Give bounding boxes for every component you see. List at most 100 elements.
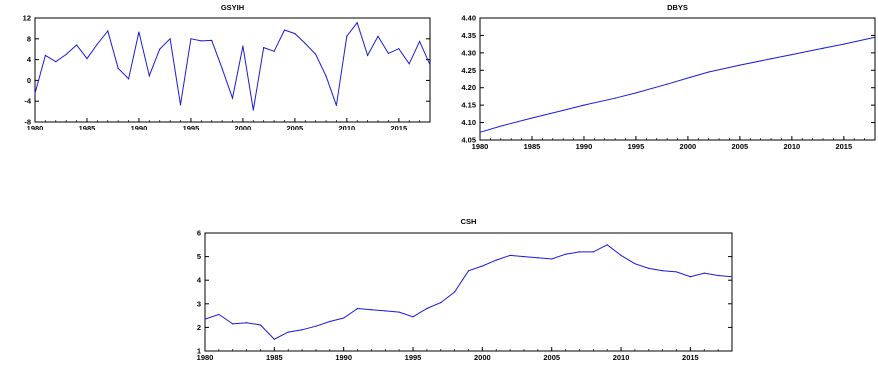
y-tick-label: 6 xyxy=(197,229,201,238)
y-tick-label: 4 xyxy=(27,55,32,64)
data-point xyxy=(221,67,223,70)
data-point xyxy=(419,40,421,43)
y-tick-label: 4.20 xyxy=(461,83,476,92)
data-point xyxy=(232,323,234,325)
chart-dbys: DBYS 4.05 4.10 4.15 4.20 4.25 4.30 4.35 4.40 1980… xyxy=(461,3,876,150)
data-point xyxy=(408,63,410,65)
plot-frame xyxy=(204,232,733,352)
data-point xyxy=(107,30,109,32)
data-point xyxy=(717,274,719,277)
series-line xyxy=(479,36,876,133)
data-point xyxy=(370,309,373,311)
data-point xyxy=(294,33,296,35)
data-point xyxy=(148,75,150,77)
data-point xyxy=(259,324,262,326)
data-point xyxy=(467,270,470,272)
data-point xyxy=(367,54,369,57)
data-point xyxy=(34,92,36,94)
y-tick-label: 4.35 xyxy=(461,31,476,40)
data-point xyxy=(562,109,564,111)
data-point xyxy=(731,276,733,278)
data-point xyxy=(211,39,213,41)
data-point xyxy=(509,254,511,257)
data-point xyxy=(384,310,386,312)
data-point xyxy=(304,42,306,45)
data-point xyxy=(479,131,481,133)
y-tick-label: 4.30 xyxy=(461,48,476,57)
data-point xyxy=(675,271,678,273)
data-point xyxy=(687,77,689,79)
y-tick-label: 5 xyxy=(197,252,201,261)
data-point xyxy=(127,78,130,80)
data-point xyxy=(440,302,442,304)
series-line xyxy=(34,21,431,111)
data-point xyxy=(739,64,741,66)
x-tick-label: 1990 xyxy=(131,124,148,130)
data-point xyxy=(204,318,206,320)
data-point xyxy=(325,75,327,77)
x-tick-label: 2015 xyxy=(835,142,852,150)
x-tick-label: 2000 xyxy=(474,353,491,362)
y-tick-label: 1 xyxy=(197,347,201,356)
y-tick-label: 4.25 xyxy=(461,66,476,75)
x-tick-label: 1995 xyxy=(183,124,200,130)
y-tick-label: 12 xyxy=(23,14,31,23)
x-tick-label: 1995 xyxy=(405,353,422,362)
data-point xyxy=(159,48,161,50)
data-point xyxy=(770,58,772,60)
data-point xyxy=(614,97,616,99)
x-tick-label: 1990 xyxy=(576,142,593,150)
x-tick-label: 1980 xyxy=(27,124,44,130)
data-point xyxy=(138,31,140,33)
x-tick-label: 1995 xyxy=(628,142,645,150)
plot-frame xyxy=(34,17,431,123)
data-point xyxy=(343,317,345,319)
data-point xyxy=(398,48,400,50)
x-tick-label: 1985 xyxy=(79,124,96,130)
data-point xyxy=(315,53,317,56)
data-point xyxy=(481,265,483,267)
data-point xyxy=(703,272,705,274)
data-point xyxy=(246,322,248,324)
data-point xyxy=(874,36,876,38)
data-point xyxy=(426,307,428,310)
data-point xyxy=(523,256,525,258)
data-point xyxy=(273,50,275,52)
y-tick-label: 4.40 xyxy=(461,14,476,23)
y-tick-label: 0 xyxy=(27,76,31,85)
data-point xyxy=(592,251,594,253)
data-point xyxy=(315,325,317,327)
chart-title: DBYS xyxy=(667,3,688,12)
data-point xyxy=(412,316,414,318)
data-point xyxy=(634,263,636,265)
data-point xyxy=(242,45,244,47)
data-point xyxy=(190,38,192,40)
data-point xyxy=(117,67,119,70)
chart-title: CSH xyxy=(461,217,477,226)
data-point xyxy=(86,57,88,60)
y-tick-label: 4.05 xyxy=(461,136,476,145)
data-point xyxy=(666,83,668,85)
data-point xyxy=(96,43,98,45)
data-point xyxy=(398,311,400,313)
y-tick-label: 2 xyxy=(197,323,201,332)
data-point xyxy=(356,307,359,310)
data-point xyxy=(620,254,622,257)
data-point xyxy=(377,35,379,37)
x-tick-label: 1980 xyxy=(472,142,489,150)
x-tick-label: 1980 xyxy=(197,353,214,362)
data-point xyxy=(551,258,553,260)
x-tick-label: 2005 xyxy=(732,142,749,150)
data-point xyxy=(301,329,303,331)
x-tick-label: 1985 xyxy=(524,142,541,150)
data-point xyxy=(231,97,234,99)
data-point xyxy=(329,320,331,323)
x-tick-label: 2010 xyxy=(338,124,355,130)
data-point xyxy=(179,104,182,106)
data-point xyxy=(500,125,502,127)
data-point xyxy=(822,47,824,49)
y-tick-label: 8 xyxy=(27,34,31,43)
x-tick-label: 1985 xyxy=(266,353,283,362)
data-point xyxy=(662,270,664,272)
data-point xyxy=(335,104,338,106)
